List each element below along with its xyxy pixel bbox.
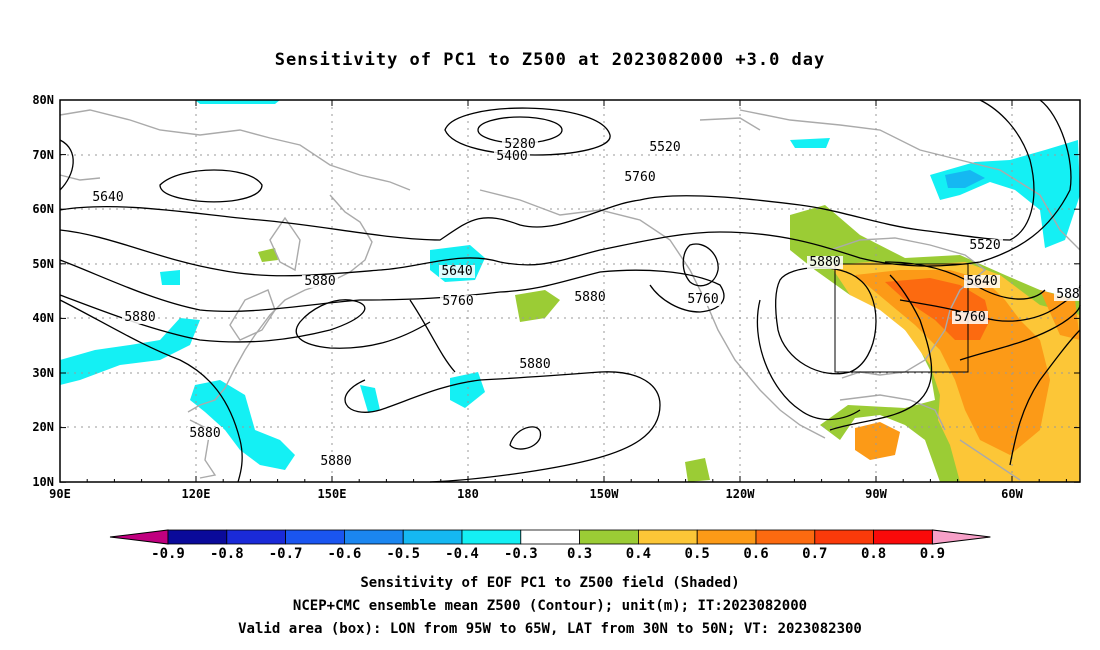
contour-label: 5400	[496, 149, 527, 164]
colorbar-label: -0.7	[269, 546, 303, 562]
lat-tick-label: 60N	[32, 202, 54, 216]
colorbar-label: 0.8	[861, 546, 886, 562]
contour-label: 5280	[504, 137, 535, 152]
contour-label-bg	[572, 291, 608, 304]
colorbar-segment	[696, 529, 757, 545]
grid	[60, 100, 1080, 482]
contour-label-bg	[647, 141, 683, 154]
colorbar-segment	[285, 529, 345, 545]
colorbar-segment	[638, 529, 698, 545]
lon-tick-label: 150W	[590, 487, 620, 501]
lon-tick-label: 150E	[318, 487, 347, 501]
colorbar-label: -0.3	[504, 546, 538, 562]
colorbar-segment	[520, 529, 580, 545]
map-title: Sensitivity of PC1 to Z500 at 2023082000…	[274, 50, 826, 70]
colorbar-segment	[755, 529, 816, 545]
caption-line-3: Valid area (box): LON from 95W to 65W, L…	[238, 621, 862, 637]
contour-label-bg	[622, 171, 658, 184]
colorbar-segment	[461, 529, 522, 545]
positive-region-red	[885, 278, 990, 340]
lat-tick-label: 70N	[32, 148, 54, 162]
contour-label-bg	[122, 311, 158, 324]
contour-label: 5760	[687, 292, 718, 307]
lon-tick-label: 120E	[182, 487, 211, 501]
colorbar-label: 0.3	[567, 546, 592, 562]
negative-region-cyan	[930, 140, 1080, 248]
colorbar-label: -0.8	[210, 546, 244, 562]
colorbar-segment	[343, 529, 404, 545]
contour-label: 5640	[966, 274, 997, 289]
lat-tick-label: 40N	[32, 311, 54, 325]
colorbar-min-arrow	[109, 529, 169, 545]
contour-label: 5880	[189, 426, 220, 441]
colorbar-segment	[814, 529, 874, 545]
contour-label: 5520	[969, 238, 1000, 253]
colorbar-label: 0.9	[920, 546, 945, 562]
colorbar-label: -0.6	[328, 546, 362, 562]
positive-region-orange	[855, 270, 1050, 455]
caption-line-2: NCEP+CMC ensemble mean Z500 (Contour); u…	[292, 598, 808, 614]
contour-label: 5760	[624, 170, 655, 185]
colorbar-segment	[873, 529, 933, 545]
lat-tick-label: 30N	[32, 366, 54, 380]
colorbar-segment	[226, 529, 287, 545]
lat-tick-label: 20N	[32, 420, 54, 434]
contour-label: 588	[1056, 287, 1079, 302]
plot-frame	[59, 99, 1081, 483]
contour-label: 5880	[574, 290, 605, 305]
lon-tick-label: 120W	[726, 487, 756, 501]
colorbar-segment	[579, 529, 639, 545]
contour-label-bg	[440, 295, 476, 308]
contour-label-bg	[90, 191, 126, 204]
contour-label-bg	[807, 256, 843, 269]
lon-tick-label: 60W	[1001, 487, 1023, 501]
lon-tick-label: 90E	[49, 487, 71, 501]
colorbar-label: -0.9	[151, 546, 185, 562]
contour-label-bg	[964, 275, 1000, 288]
contour-label: 5640	[92, 190, 123, 205]
contour-label-bg	[1054, 288, 1082, 301]
contour-label: 5880	[124, 310, 155, 325]
contour-label: 5880	[320, 454, 351, 469]
contour-label-bg	[952, 311, 988, 324]
lat-tick-label: 50N	[32, 257, 54, 271]
contour-label: 5520	[649, 140, 680, 155]
axis-ticks	[59, 99, 1080, 483]
lon-axis: 90E 120E 150E 180 150W 120W 90W 60W	[49, 487, 1023, 501]
contour-label-bg	[517, 358, 553, 371]
lon-tick-label: 180	[457, 487, 479, 501]
colorbar-label: 0.5	[685, 546, 710, 562]
contour-label: 5760	[954, 310, 985, 325]
contour-label: 5760	[442, 294, 473, 309]
contour-label-bg	[302, 275, 338, 288]
contour-label: 5880	[519, 357, 550, 372]
contour-label: 5640	[441, 264, 472, 279]
contour-label-bg	[502, 138, 538, 151]
lat-tick-label: 80N	[32, 93, 54, 107]
caption-line-1: Sensitivity of EOF PC1 to Z500 field (Sh…	[360, 575, 740, 591]
contour-label-bg	[685, 293, 721, 306]
contour-label-bg	[967, 239, 1003, 252]
colorbar-label: -0.5	[386, 546, 420, 562]
contour-label: 5880	[304, 274, 335, 289]
colorbar-label: -0.4	[445, 546, 479, 562]
lat-tick-label: 10N	[32, 475, 54, 489]
colorbar: -0.9 -0.8 -0.7 -0.6 -0.5 -0.4 -0.3 0.3 0.4 0.5 0.6…	[109, 529, 991, 562]
colorbar-max-arrow	[931, 529, 991, 545]
lon-tick-label: 90W	[865, 487, 887, 501]
colorbar-label: 0.4	[626, 546, 651, 562]
contour-label-bg	[318, 455, 354, 468]
contour-label-bg	[494, 150, 530, 163]
colorbar-label: 0.7	[802, 546, 827, 562]
colorbar-segment	[402, 529, 463, 545]
colorbar-segment	[167, 529, 228, 545]
colorbar-label: 0.6	[743, 546, 768, 562]
coastlines	[59, 109, 1081, 481]
contour-label-bg	[439, 265, 475, 278]
contour-label-bg	[187, 427, 223, 440]
lat-axis: 80N 70N 60N 50N 40N 30N 20N 10N	[32, 93, 54, 489]
contour-label: 5880	[809, 255, 840, 270]
